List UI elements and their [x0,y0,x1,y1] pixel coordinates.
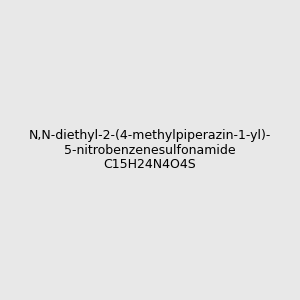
Text: N,N-diethyl-2-(4-methylpiperazin-1-yl)-
5-nitrobenzenesulfonamide
C15H24N4O4S: N,N-diethyl-2-(4-methylpiperazin-1-yl)- … [29,128,271,172]
